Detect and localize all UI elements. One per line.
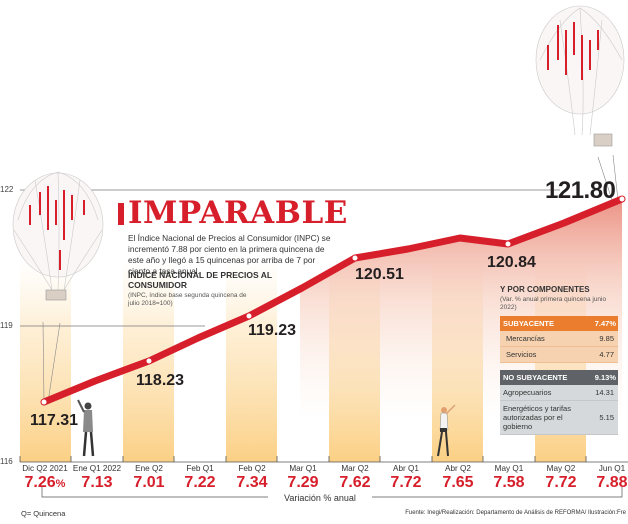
variation-value: 7.58 [493,474,525,491]
point-label-feb-q2: 119.23 [248,322,297,339]
y-tick-119: 119 [0,321,13,330]
x-axis-title: Variación % anual [270,493,370,503]
x-category: Ene Q2 [135,464,163,473]
variation-value: 7.13 [81,474,113,491]
point-label-dic-q2: 117.31 [30,412,79,429]
balloon-left-illustration [12,171,104,403]
y-tick-122: 122 [0,185,14,194]
point-label-jun-q1: 121.80 [545,177,616,204]
subyacente-label: SUBYACENTE [503,319,554,328]
subyacente-header: SUBYACENTE 7.47% [500,316,618,331]
variation-value: 7.65 [442,474,474,491]
source-credit: Fuente: Inegi/Realización: Departamento … [405,510,626,516]
variation-value: 7.34 [236,474,268,491]
chart-subtitle: ÍNDICE NACIONAL DE PRECIOS AL CONSUMIDOR [128,270,272,290]
line-markers [41,196,625,405]
no-subyacente-label: NO SUBYACENTE [503,373,568,382]
variation-value: 7.29 [287,474,319,491]
point-label-ene-q2: 118.23 [136,372,185,389]
inpc-line [40,195,626,406]
chart-subnote: (INPC, índice base segunda quincena de j… [128,292,247,307]
point-label-mar-q2: 120.51 [355,266,404,283]
subyacente-value: 7.47% [594,319,616,328]
x-category: Mar Q2 [341,464,369,473]
variation-value: 7.01 [133,474,165,491]
table-row: Mercancías 9.85 [500,331,618,347]
x-category: Ene Q1 2022 [72,464,122,473]
x-category: Abr Q2 [445,464,471,473]
no-subyacente-header: NO SUBYACENTE 9.13% [500,370,618,385]
variation-value: 7.62 [339,474,371,491]
variation-value: 7.72 [390,474,422,491]
x-category: Feb Q2 [238,464,266,473]
variation-value: 7.72 [545,474,577,491]
components-note: (Var. % anual primera quincena junio 202… [500,296,607,311]
x-category: Mar Q1 [289,464,317,473]
variation-value: 7.22 [184,474,216,491]
no-subyacente-value: 9.13% [594,373,616,382]
woman-illustration [437,404,456,457]
footnote: Q= Quincena [21,509,66,518]
variation-value: 7.26% [24,474,66,491]
chart-title: IMPARABLE [128,195,348,231]
components-panel: Y POR COMPONENTES (Var. % anual primera … [500,285,618,435]
x-category: Abr Q1 [393,464,419,473]
x-category: Dic Q2 2021 [22,464,68,473]
point-label-may-q1: 120.84 [487,254,536,271]
variation-value: 7.88 [596,474,628,491]
table-row: Servicios 4.77 [500,347,618,363]
x-category: May Q2 [546,464,576,473]
man-illustration [77,399,95,457]
balloon-right-illustration [535,5,625,201]
y-tick-116: 116 [0,457,13,466]
intro-text: El Índice Nacional de Precios al Consumi… [128,233,331,276]
table-row: Energéticos y tarifas autorizadas por el… [500,401,618,435]
x-category: Jun Q1 [598,464,626,473]
x-category: May Q1 [494,464,524,473]
components-title: Y POR COMPONENTES [500,285,590,294]
table-row: Agropecuarios 14.31 [500,385,618,401]
title-flag [118,203,124,225]
x-category: Feb Q1 [186,464,214,473]
